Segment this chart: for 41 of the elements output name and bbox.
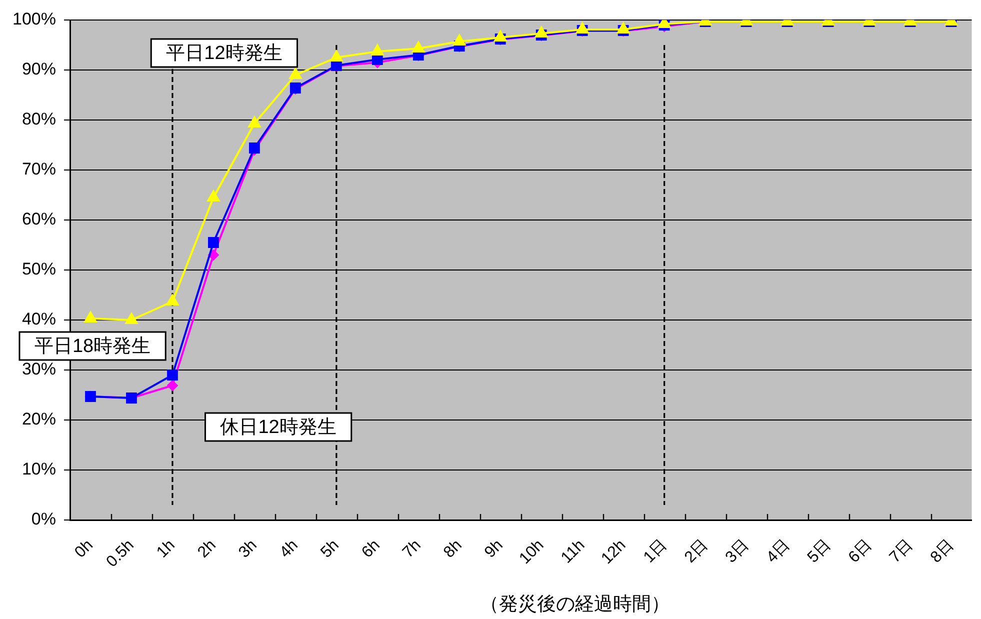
y-tick-label: 10% — [22, 460, 56, 479]
x-tick-label: 3日 — [722, 536, 752, 566]
x-tick-label: 1h — [154, 536, 178, 562]
annotation: 平日12時発生 — [166, 43, 282, 64]
y-tick-label: 0% — [31, 510, 56, 529]
y-tick-label: 20% — [22, 410, 56, 429]
x-tick-label: 8h — [440, 536, 466, 562]
x-axis-title: （発災後の経過時間） — [480, 594, 670, 616]
x-tick-label: 2日 — [682, 536, 712, 566]
y-tick-label: 70% — [22, 160, 56, 179]
x-tick-label: 0.5h — [103, 536, 138, 571]
point — [248, 142, 260, 154]
x-tick-label: 3h — [236, 536, 260, 562]
x-tick-label: 0h — [72, 536, 96, 562]
x-tick-label: 2h — [194, 536, 220, 562]
y-tick-label: 60% — [22, 210, 56, 229]
x-tick-label: 1日 — [640, 536, 670, 566]
x-tick-label: 8日 — [928, 536, 958, 566]
x-tick-label: 9h — [482, 536, 506, 562]
x-tick-label: 4h — [276, 536, 302, 562]
annotation: 休日12時発生 — [220, 417, 336, 438]
x-tick-label: 5h — [318, 536, 342, 562]
x-tick-label: 6h — [358, 536, 384, 562]
y-tick-label: 40% — [22, 310, 56, 329]
point — [208, 237, 219, 248]
y-tick-label: 30% — [22, 360, 56, 379]
x-tick-label: 6日 — [846, 536, 876, 566]
annotation: 平日18時発生 — [34, 336, 151, 358]
y-tick-label: 90% — [22, 60, 56, 79]
x-tick-label: 10h — [516, 536, 548, 568]
x-tick-label: 4日 — [764, 536, 794, 566]
x-tick-label: 7h — [400, 536, 424, 562]
x-tick-label: 7日 — [886, 536, 916, 566]
y-tick-label: 100% — [12, 10, 56, 29]
y-tick-label: 50% — [22, 260, 56, 279]
x-tick-label: 11h — [558, 536, 588, 567]
point — [166, 380, 178, 391]
x-tick-label: 5日 — [804, 536, 834, 566]
y-tick-label: 80% — [22, 110, 56, 129]
point — [167, 370, 178, 380]
x-tick-label: 12h — [598, 536, 630, 568]
